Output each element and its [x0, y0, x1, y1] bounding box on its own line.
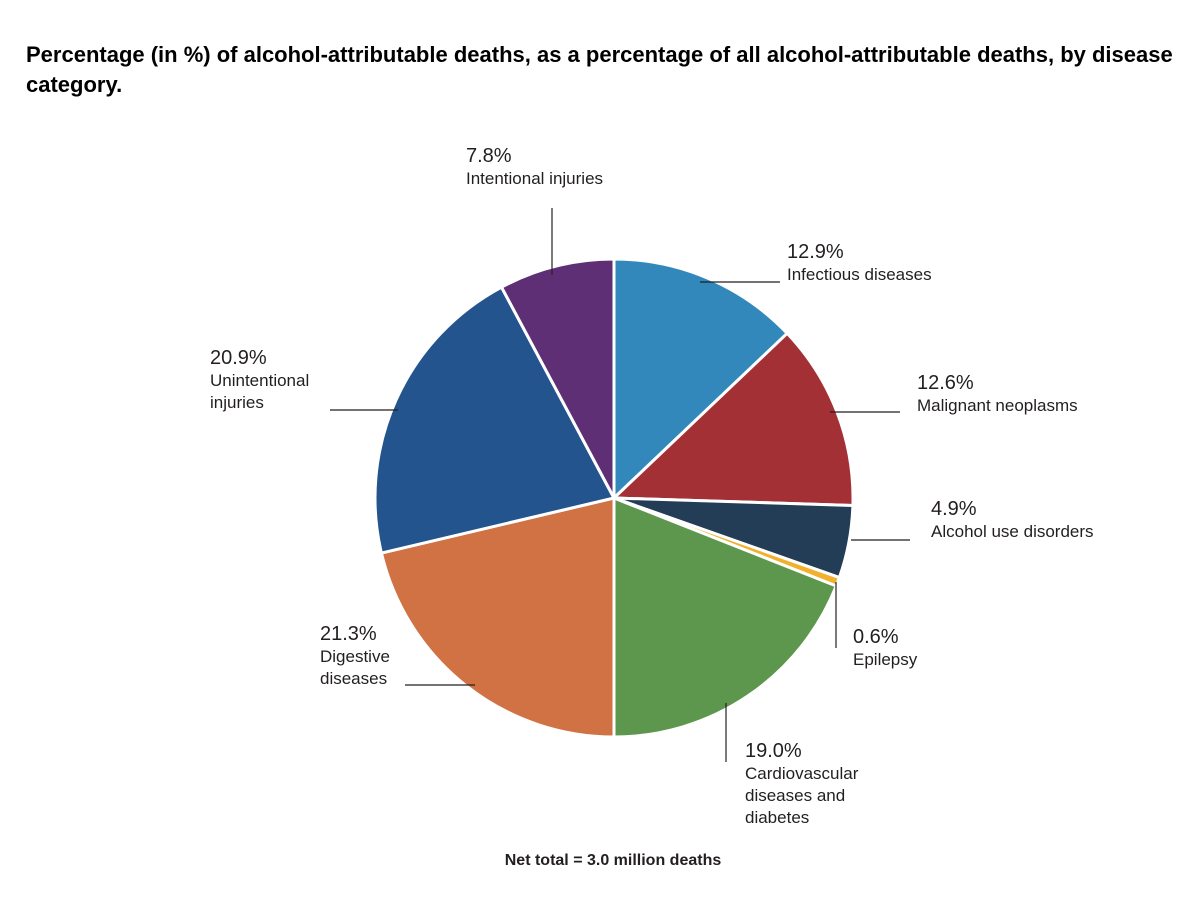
category-label-unintentional-injuries: Unintentional injuries: [210, 371, 309, 412]
category-label-digestive-diseases: Digestive diseases: [320, 647, 390, 688]
pie-slice-cardiovascular-diseases-and-diabetes: [612, 496, 838, 739]
slice-labels: 12.9% Infectious diseases 12.6% Malignant n…: [210, 145, 1094, 827]
pie-slice-infectious-diseases: [612, 257, 789, 500]
category-label-infectious-diseases: Infectious diseases: [787, 265, 932, 284]
category-label-cardiovascular-diseases-and-diabetes: Cardiovascular diseases and diabetes: [745, 764, 859, 827]
category-label-alcohol-use-disorders: Alcohol use disorders: [931, 522, 1094, 541]
pie-slice-intentional-injuries: [500, 257, 616, 500]
value-label-malignant-neoplasms: 12.6%: [917, 372, 974, 394]
value-label-alcohol-use-disorders: 4.9%: [931, 498, 977, 520]
value-label-epilepsy: 0.6%: [853, 626, 899, 648]
value-label-digestive-diseases: 21.3%: [320, 623, 377, 645]
chart-title: Percentage (in %) of alcohol-attributabl…: [26, 42, 1173, 97]
value-label-unintentional-injuries: 20.9%: [210, 347, 267, 369]
net-total-footnote: Net total = 3.0 million deaths: [505, 852, 722, 869]
leader-lines: [330, 208, 910, 762]
pie-slice-malignant-neoplasms: [612, 331, 855, 508]
category-label-intentional-injuries: Intentional injuries: [466, 169, 603, 188]
value-label-cardiovascular-diseases-and-diabetes: 19.0%: [745, 740, 802, 762]
value-label-infectious-diseases: 12.9%: [787, 241, 844, 263]
category-label-malignant-neoplasms: Malignant neoplasms: [917, 396, 1078, 415]
value-label-intentional-injuries: 7.8%: [466, 145, 512, 167]
pie-slices: [373, 257, 855, 739]
pie-slice-unintentional-injuries: [373, 285, 616, 555]
category-label-epilepsy: Epilepsy: [853, 650, 918, 669]
